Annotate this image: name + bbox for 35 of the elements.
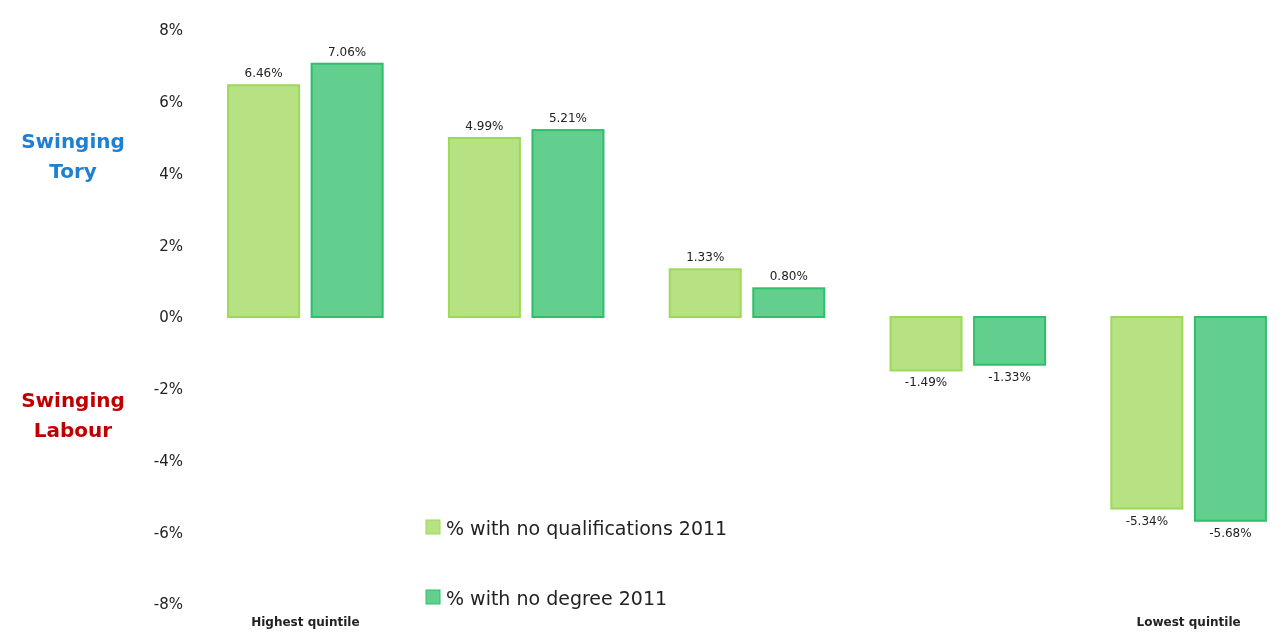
bar [752, 287, 826, 318]
data-label: -5.68% [1209, 525, 1252, 540]
bar [447, 136, 521, 318]
y-tick-label: 8% [159, 21, 183, 40]
data-label: 1.33% [686, 250, 725, 265]
y-tick-label: -4% [153, 451, 183, 470]
y-tick-label: -2% [153, 380, 183, 398]
y-tick-label: 6% [159, 93, 183, 111]
data-label: 4.99% [465, 118, 504, 133]
bar [531, 129, 605, 318]
legend-label: % with no degree 2011 [446, 586, 668, 609]
bar [1193, 316, 1267, 522]
y-tick-label: -8% [153, 595, 183, 614]
y-tick-label: 4% [159, 164, 183, 183]
bar [668, 268, 742, 318]
data-label: 0.80% [769, 269, 808, 284]
legend-label: % with no qualifications 2011 [446, 516, 728, 539]
data-label: -1.33% [988, 369, 1031, 384]
data-label: 7.06% [328, 44, 367, 59]
text: Swinging Tory [21, 129, 125, 184]
text: Swinging Labour [21, 387, 125, 442]
data-label: 6.46% [244, 66, 283, 81]
x-tick-label: Highest quintile [251, 615, 360, 629]
data-label: -1.49% [904, 375, 948, 390]
x-tick-label: Lowest quintile [1136, 615, 1241, 629]
y-tick-label: -6% [153, 523, 183, 542]
bar [1110, 316, 1184, 510]
bar [310, 62, 384, 318]
data-label: -5.34% [1125, 513, 1169, 528]
bar [973, 316, 1047, 366]
y-tick-label: 2% [159, 236, 183, 255]
data-label: 5.21% [548, 111, 588, 126]
bar [889, 316, 963, 372]
y-tick-label: 0% [159, 308, 183, 327]
bar [227, 84, 301, 318]
